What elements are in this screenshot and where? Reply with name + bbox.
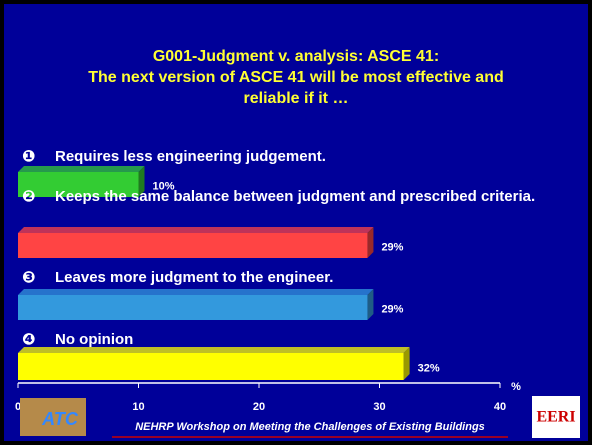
bar-top [18, 289, 374, 295]
title: reliable if it … [244, 90, 349, 107]
x-tick-label: 10 [132, 401, 144, 413]
bar-side [367, 227, 374, 258]
bar-side [138, 166, 145, 197]
category-label: Leaves more judgment to the engineer. [55, 269, 334, 286]
bar [18, 227, 374, 258]
x-tick-label: 20 [253, 401, 265, 413]
category-label: Requires less engineering judgement. [55, 148, 326, 165]
bar [18, 289, 374, 320]
x-tick-label: 40 [494, 401, 506, 413]
x-tick-label: 0 [15, 401, 21, 413]
bar-side [403, 347, 410, 380]
bullet: ❸ [22, 268, 36, 287]
bullet: ❹ [22, 330, 36, 349]
bar-top [18, 347, 410, 353]
atc-logo-bg [20, 398, 86, 436]
bar-side [367, 289, 374, 320]
eeri-logo: EERI [536, 409, 575, 426]
eeri-logo-bg [532, 396, 580, 438]
bar-front [18, 295, 368, 320]
bullet: ❶ [22, 147, 36, 166]
bullet: ❷ [22, 187, 36, 206]
bar [18, 166, 145, 197]
title: G001-Judgment v. analysis: ASCE 41: [153, 48, 439, 65]
bar-top [18, 227, 374, 233]
bar [18, 347, 410, 380]
value-label: 29% [381, 303, 403, 315]
footer: NEHRP Workshop on Meeting the Challenges… [135, 421, 485, 433]
atc-logo: ATC [41, 409, 79, 429]
value-label: 32% [418, 362, 440, 374]
bar-front [18, 233, 368, 258]
category-label: No opinion [55, 331, 134, 348]
value-label: 29% [381, 241, 403, 253]
x-axis-label: % [511, 381, 521, 393]
bar-top [18, 166, 145, 172]
title: The next version of ASCE 41 will be most… [88, 69, 504, 86]
bar-front [18, 353, 404, 380]
category-label: Keeps the same balance between judgment … [55, 188, 536, 205]
bar-front [18, 172, 139, 197]
x-tick-label: 30 [373, 401, 385, 413]
value-label: 10% [153, 180, 175, 192]
